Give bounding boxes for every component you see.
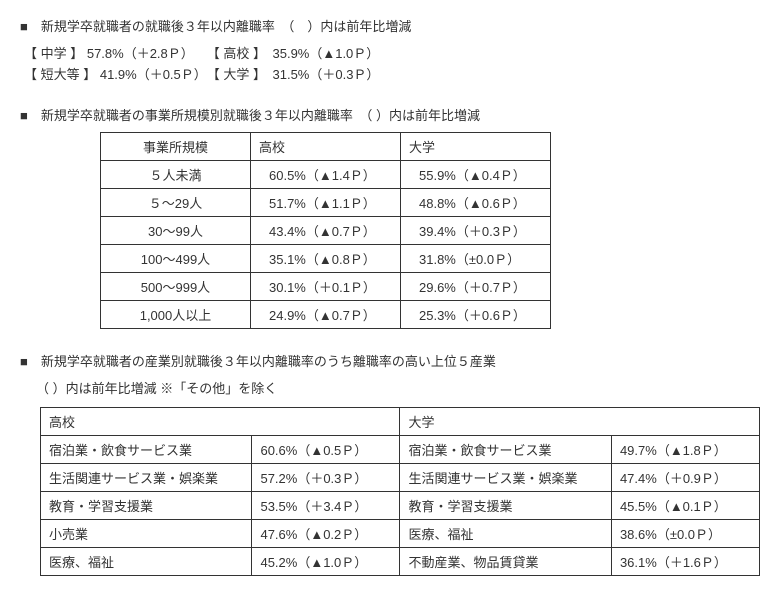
table-row: ５～29人51.7%（▲1.1Ｐ）48.8%（▲0.6Ｐ） [101,189,551,217]
table-header-row: 事業所規模 高校 大学 [101,133,551,161]
cell-hs-value: 57.2%（＋0.3Ｐ） [252,464,400,492]
cell-univ-value: 49.7%（▲1.8Ｐ） [611,436,759,464]
cell-univ-industry: 不動産業、物品賃貸業 [400,548,611,576]
section-by-company-size: ■ 新規学卒就職者の事業所規模別就職後３年以内離職率 （ ）内は前年比増減 事業… [20,105,750,329]
industry-table: 高校 大学 宿泊業・飲食サービス業60.6%（▲0.5Ｐ）宿泊業・飲食サービス業… [40,407,760,576]
table-row: 生活関連サービス業・娯楽業57.2%（＋0.3Ｐ）生活関連サービス業・娯楽業47… [41,464,760,492]
cell-hs: 30.1%（＋0.1Ｐ） [251,273,401,301]
cell-univ: 31.8%（±0.0Ｐ） [401,245,551,273]
cell-size: 1,000人以上 [101,301,251,329]
cell-univ: 25.3%（＋0.6Ｐ） [401,301,551,329]
cell-univ: 55.9%（▲0.4Ｐ） [401,161,551,189]
section3-note: （ ）内は前年比増減 ※「その他」を除く [36,378,750,397]
industry-tbody: 宿泊業・飲食サービス業60.6%（▲0.5Ｐ）宿泊業・飲食サービス業49.7%（… [41,436,760,576]
cell-hs-industry: 教育・学習支援業 [41,492,252,520]
cell-size: 30～99人 [101,217,251,245]
table-row: 医療、福祉45.2%（▲1.0Ｐ）不動産業、物品賃貸業36.1%（＋1.6Ｐ） [41,548,760,576]
cell-univ: 48.8%（▲0.6Ｐ） [401,189,551,217]
cell-univ: 29.6%（＋0.7Ｐ） [401,273,551,301]
cell-hs: 60.5%（▲1.4Ｐ） [251,161,401,189]
cell-univ: 39.4%（＋0.3Ｐ） [401,217,551,245]
cell-size: ５人未満 [101,161,251,189]
col-hs: 高校 [41,408,400,436]
cell-hs: 51.7%（▲1.1Ｐ） [251,189,401,217]
cell-hs-value: 47.6%（▲0.2Ｐ） [252,520,400,548]
table-row: 宿泊業・飲食サービス業60.6%（▲0.5Ｐ）宿泊業・飲食サービス業49.7%（… [41,436,760,464]
col-univ: 大学 [401,133,551,161]
table-row: 1,000人以上24.9%（▲0.7Ｐ）25.3%（＋0.6Ｐ） [101,301,551,329]
cell-univ-industry: 生活関連サービス業・娯楽業 [400,464,611,492]
cell-hs-value: 45.2%（▲1.0Ｐ） [252,548,400,576]
stats-line-2: 【 短大等 】 41.9%（＋0.5Ｐ） 【 大学 】 31.5%（＋0.3Ｐ） [24,64,750,83]
section3-title: ■ 新規学卒就職者の産業別就職後３年以内離職率のうち離職率の高い上位５産業 [20,351,750,370]
cell-hs-industry: 宿泊業・飲食サービス業 [41,436,252,464]
section2-title: ■ 新規学卒就職者の事業所規模別就職後３年以内離職率 （ ）内は前年比増減 [20,105,750,124]
table-row: 小売業47.6%（▲0.2Ｐ）医療、福祉38.6%（±0.0Ｐ） [41,520,760,548]
col-hs: 高校 [251,133,401,161]
cell-univ-value: 45.5%（▲0.1Ｐ） [611,492,759,520]
company-size-table: 事業所規模 高校 大学 ５人未満60.5%（▲1.4Ｐ）55.9%（▲0.4Ｐ）… [100,132,551,329]
cell-hs: 43.4%（▲0.7Ｐ） [251,217,401,245]
col-size: 事業所規模 [101,133,251,161]
company-size-tbody: ５人未満60.5%（▲1.4Ｐ）55.9%（▲0.4Ｐ）５～29人51.7%（▲… [101,161,551,329]
cell-univ-industry: 教育・学習支援業 [400,492,611,520]
cell-univ-industry: 医療、福祉 [400,520,611,548]
cell-size: ５～29人 [101,189,251,217]
cell-hs-industry: 医療、福祉 [41,548,252,576]
cell-size: 500～999人 [101,273,251,301]
cell-univ-industry: 宿泊業・飲食サービス業 [400,436,611,464]
col-univ: 大学 [400,408,760,436]
table-row: ５人未満60.5%（▲1.4Ｐ）55.9%（▲0.4Ｐ） [101,161,551,189]
cell-univ-value: 36.1%（＋1.6Ｐ） [611,548,759,576]
section1-title: ■ 新規学卒就職者の就職後３年以内離職率 （ ）内は前年比増減 [20,16,750,35]
table-row: 教育・学習支援業53.5%（＋3.4Ｐ）教育・学習支援業45.5%（▲0.1Ｐ） [41,492,760,520]
section-overall-rates: ■ 新規学卒就職者の就職後３年以内離職率 （ ）内は前年比増減 【 中学 】 5… [20,16,750,83]
cell-univ-value: 38.6%（±0.0Ｐ） [611,520,759,548]
table-row: 100～499人35.1%（▲0.8Ｐ）31.8%（±0.0Ｐ） [101,245,551,273]
cell-univ-value: 47.4%（＋0.9Ｐ） [611,464,759,492]
cell-size: 100～499人 [101,245,251,273]
cell-hs: 35.1%（▲0.8Ｐ） [251,245,401,273]
table-header-row: 高校 大学 [41,408,760,436]
cell-hs-industry: 生活関連サービス業・娯楽業 [41,464,252,492]
cell-hs: 24.9%（▲0.7Ｐ） [251,301,401,329]
cell-hs-value: 60.6%（▲0.5Ｐ） [252,436,400,464]
table-row: 500～999人30.1%（＋0.1Ｐ）29.6%（＋0.7Ｐ） [101,273,551,301]
cell-hs-value: 53.5%（＋3.4Ｐ） [252,492,400,520]
stats-line-1: 【 中学 】 57.8%（＋2.8Ｐ） 【 高校 】 35.9%（▲1.0Ｐ） [24,43,750,62]
table-row: 30～99人43.4%（▲0.7Ｐ）39.4%（＋0.3Ｐ） [101,217,551,245]
section-by-industry: ■ 新規学卒就職者の産業別就職後３年以内離職率のうち離職率の高い上位５産業 （ … [20,351,750,576]
cell-hs-industry: 小売業 [41,520,252,548]
